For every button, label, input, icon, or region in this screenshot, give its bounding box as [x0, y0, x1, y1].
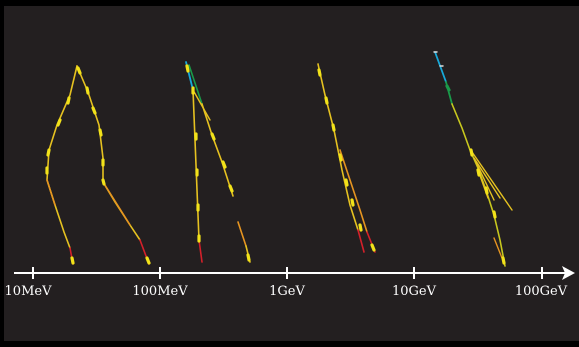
- tick-label-10gev: 10GeV: [392, 284, 437, 299]
- hit-markers: [185, 64, 251, 262]
- tick-label-1gev: 1GeV: [269, 284, 305, 299]
- track: [451, 103, 506, 267]
- axis-tick-10gev: 10GeV: [392, 267, 437, 299]
- track: [192, 89, 211, 121]
- axis-tick-100mev: 100MeV: [132, 267, 188, 299]
- track: [192, 89, 200, 241]
- axis-tick-10mev: 10MeV: [5, 267, 53, 299]
- track: [475, 161, 495, 201]
- hit-markers: [45, 66, 151, 265]
- track: [46, 179, 56, 206]
- track: [237, 221, 247, 247]
- track: [471, 151, 513, 211]
- track: [493, 237, 503, 259]
- energy-axis: 10MeV 100MeV 1GeV 10GeV 100GeV: [5, 266, 575, 299]
- tick-label-100gev: 100GeV: [515, 284, 568, 299]
- track: [198, 239, 203, 263]
- shower-10gev-100gev: [433, 51, 513, 267]
- track: [201, 103, 234, 197]
- tick-label-100mev: 100MeV: [132, 284, 188, 299]
- shower-1gev-10gev: [317, 63, 376, 253]
- axis-arrowhead: [562, 266, 575, 280]
- track: [434, 51, 447, 83]
- track: [357, 229, 365, 253]
- track: [102, 181, 131, 226]
- shower-100mev-1gev: [185, 61, 251, 263]
- diagram-panel: [4, 6, 579, 341]
- hit-markers: [317, 68, 376, 252]
- hit-markers: [433, 51, 506, 265]
- track: [339, 149, 368, 233]
- track: [188, 64, 203, 105]
- axis-tick-1gev: 1GeV: [269, 267, 305, 299]
- track: [317, 63, 359, 231]
- tick-label-10mev: 10MeV: [5, 284, 53, 299]
- shower-10mev-100mev: [45, 65, 151, 265]
- track: [473, 157, 501, 199]
- axis-tick-100gev: 100GeV: [515, 267, 568, 299]
